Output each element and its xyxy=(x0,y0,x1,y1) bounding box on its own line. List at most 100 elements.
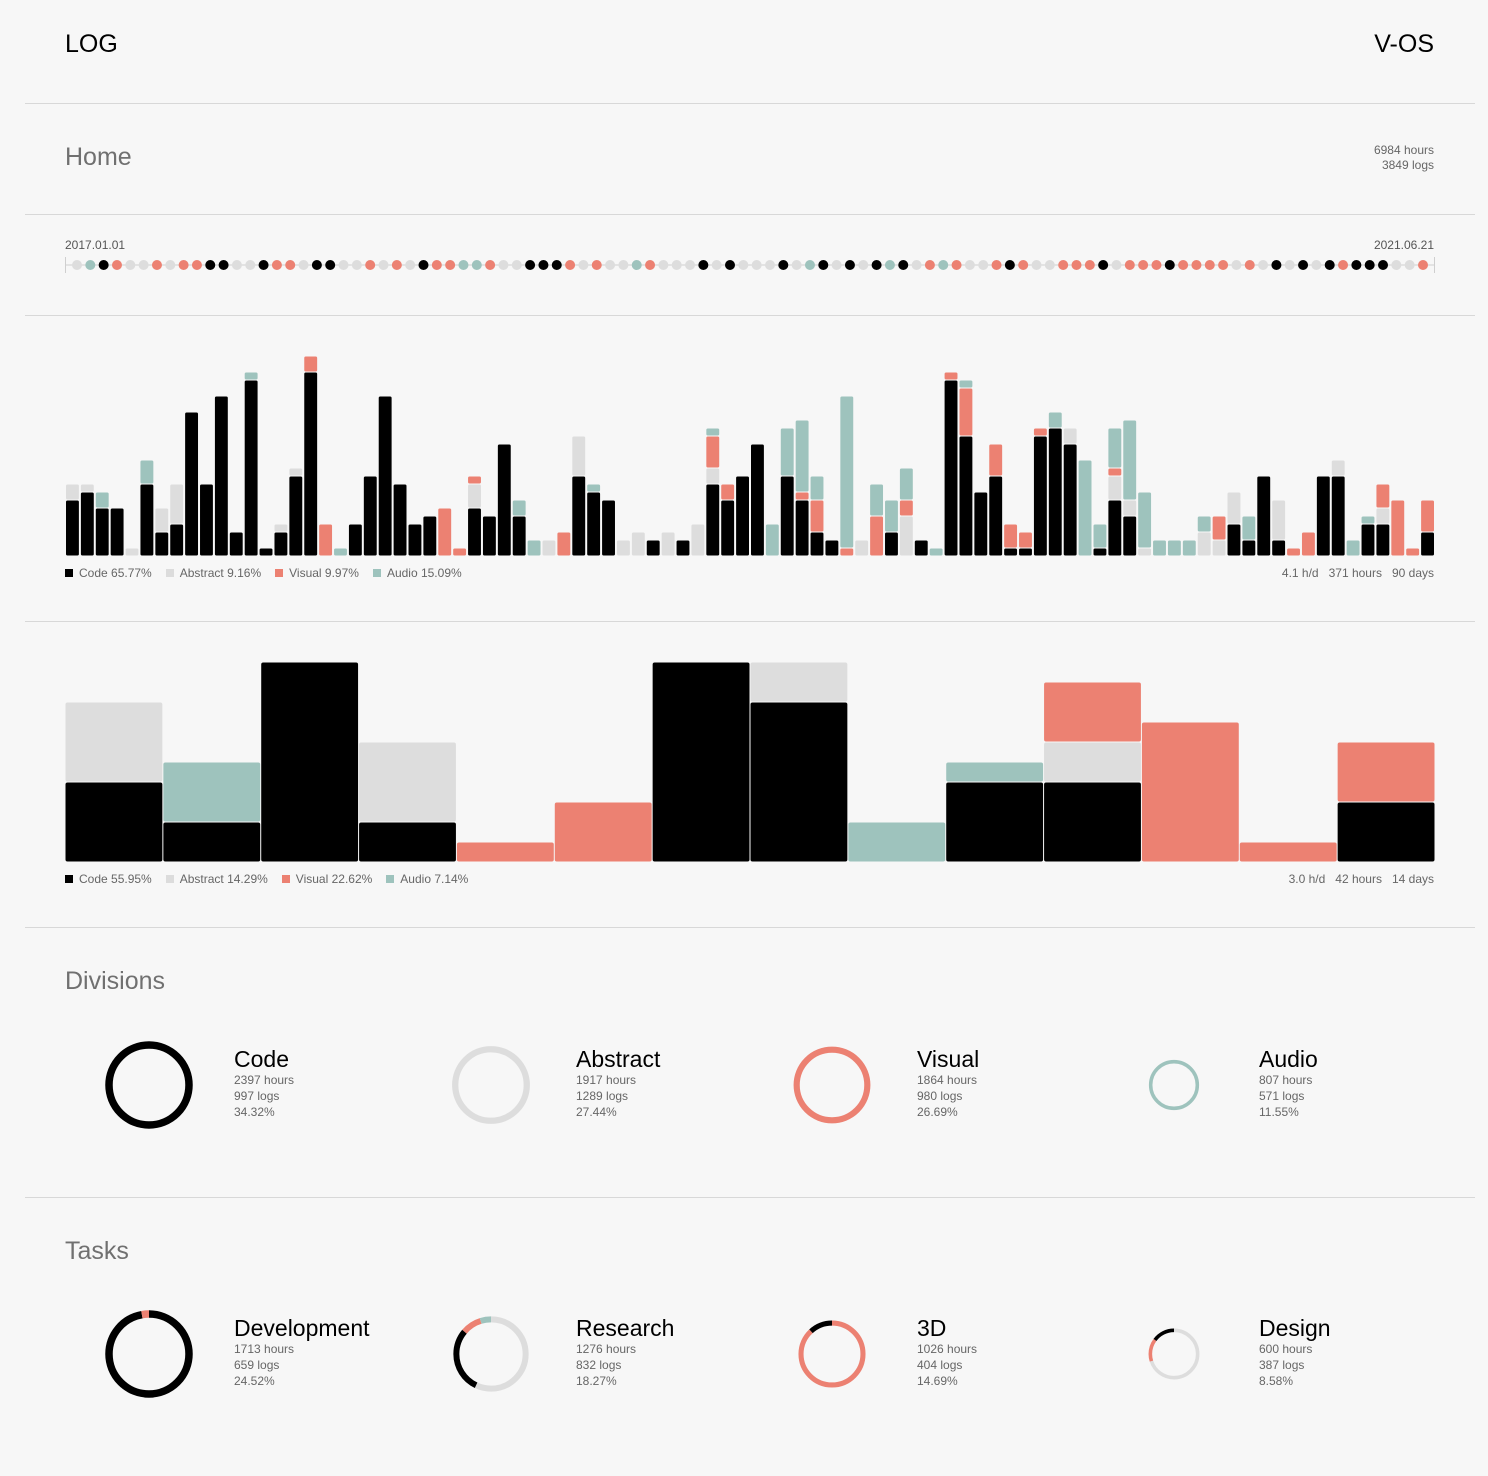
timeline-dot[interactable] xyxy=(151,260,162,270)
ring-chart[interactable] xyxy=(782,1035,882,1135)
timeline-dot[interactable] xyxy=(858,260,869,270)
timeline-dot[interactable] xyxy=(191,260,202,270)
bar-segment-abstract[interactable] xyxy=(289,468,303,476)
bar-segment-code[interactable] xyxy=(676,540,690,556)
timeline-dot[interactable] xyxy=(1298,260,1309,270)
bar-segment-audio[interactable] xyxy=(929,548,943,556)
timeline-dot[interactable] xyxy=(1191,260,1202,270)
timeline-dot[interactable] xyxy=(618,260,629,270)
timeline-dot[interactable] xyxy=(378,260,389,270)
timeline-dot[interactable] xyxy=(1231,260,1242,270)
bar-segment-audio[interactable] xyxy=(885,500,898,532)
timeline-dot[interactable] xyxy=(1258,260,1269,270)
bar-segment-abstract[interactable] xyxy=(691,524,705,556)
timeline-dot[interactable] xyxy=(1271,260,1282,270)
timeline-dot[interactable] xyxy=(1351,260,1362,270)
bar-segment-abstract[interactable] xyxy=(750,662,848,702)
bar-segment-audio[interactable] xyxy=(1048,412,1062,428)
bar-segment-visual[interactable] xyxy=(721,484,735,500)
bar-segment-code[interactable] xyxy=(1376,524,1390,556)
ring-chart[interactable] xyxy=(99,1304,199,1404)
timeline-dot[interactable] xyxy=(605,260,616,270)
timeline-dot[interactable] xyxy=(1418,260,1428,270)
ring-chart[interactable] xyxy=(1124,1035,1224,1135)
timeline-dot[interactable] xyxy=(458,260,469,270)
legend-item-audio[interactable]: Audio 15.09% xyxy=(372,566,462,580)
bar-segment-visual[interactable] xyxy=(1376,484,1390,508)
timeline-dot[interactable] xyxy=(804,260,815,270)
bar-segment-code[interactable] xyxy=(587,492,601,556)
timeline-dot[interactable] xyxy=(725,260,736,270)
timeline-dot[interactable] xyxy=(991,260,1002,270)
bar-segment-visual[interactable] xyxy=(319,524,333,556)
bar-segment-code[interactable] xyxy=(229,532,243,556)
bar-segment-audio[interactable] xyxy=(1108,428,1122,468)
bar-segment-abstract[interactable] xyxy=(468,484,481,508)
bar-segment-code[interactable] xyxy=(393,484,407,556)
timeline-dot[interactable] xyxy=(884,260,895,270)
timeline-dot[interactable] xyxy=(125,260,136,270)
timeline-dot[interactable] xyxy=(1284,260,1295,270)
bar-segment-abstract[interactable] xyxy=(274,524,288,532)
bar-segment-audio[interactable] xyxy=(527,540,541,556)
bar-segment-visual[interactable] xyxy=(1141,722,1239,862)
timeline-dot[interactable] xyxy=(485,260,496,270)
timeline-dot[interactable] xyxy=(631,260,642,270)
timeline-dot[interactable] xyxy=(1151,260,1162,270)
bar-segment-audio[interactable] xyxy=(765,524,779,556)
bar-segment-abstract[interactable] xyxy=(542,540,556,556)
bar-segment-code[interactable] xyxy=(170,524,184,556)
bar-segment-visual[interactable] xyxy=(1033,428,1047,436)
timeline-dot[interactable] xyxy=(1058,260,1069,270)
timeline-dot[interactable] xyxy=(951,260,962,270)
bar-segment-code[interactable] xyxy=(155,532,169,556)
bar-segment-visual[interactable] xyxy=(706,436,720,468)
timeline-dot[interactable] xyxy=(964,260,975,270)
timeline-dot[interactable] xyxy=(1338,260,1349,270)
bar-segment-code[interactable] xyxy=(497,444,511,556)
bar-segment-audio[interactable] xyxy=(140,460,154,484)
bar-segment-audio[interactable] xyxy=(95,492,109,508)
timeline-dot[interactable] xyxy=(218,260,229,270)
bar-segment-code[interactable] xyxy=(1044,782,1141,862)
bar-segment-code[interactable] xyxy=(468,508,481,556)
ring-name[interactable]: Abstract xyxy=(576,1046,661,1072)
bar-segment-code[interactable] xyxy=(1004,548,1018,556)
timeline-dot[interactable] xyxy=(1178,260,1189,270)
timeline-dot[interactable] xyxy=(778,260,789,270)
timeline-dot[interactable] xyxy=(591,260,602,270)
bar-segment-visual[interactable] xyxy=(944,372,958,380)
bar-segment-code[interactable] xyxy=(185,412,199,556)
bar-segment-code[interactable] xyxy=(1227,524,1241,556)
timeline-dot[interactable] xyxy=(165,260,176,270)
bar-segment-visual[interactable] xyxy=(456,842,554,862)
bar-segment-audio[interactable] xyxy=(1078,460,1092,556)
timeline-dot[interactable] xyxy=(178,260,189,270)
timeline-dot[interactable] xyxy=(1018,260,1029,270)
bar-segment-audio[interactable] xyxy=(244,372,258,380)
bar-segment-code[interactable] xyxy=(1108,500,1122,556)
bar-segment-code[interactable] xyxy=(95,508,109,556)
bar-segment-code[interactable] xyxy=(274,532,288,556)
brand-title[interactable]: V-OS xyxy=(1374,30,1434,58)
timeline-dot[interactable] xyxy=(1031,260,1042,270)
bar-segment-code[interactable] xyxy=(602,500,615,556)
bar-segment-code[interactable] xyxy=(825,540,839,556)
bar-segment-abstract[interactable] xyxy=(1197,532,1211,556)
bar-segment-code[interactable] xyxy=(66,500,79,556)
timeline-dot[interactable] xyxy=(658,260,669,270)
bar-segment-abstract[interactable] xyxy=(1063,428,1077,444)
bar-segment-code[interactable] xyxy=(1123,516,1137,556)
bar-segment-abstract[interactable] xyxy=(899,516,913,556)
timeline-dot[interactable] xyxy=(1084,260,1095,270)
bar-segment-abstract[interactable] xyxy=(155,508,169,532)
ring-name[interactable]: Code xyxy=(234,1046,289,1072)
timeline-dot[interactable] xyxy=(1071,260,1082,270)
bar-segment-code[interactable] xyxy=(721,500,735,556)
timeline-dot[interactable] xyxy=(1098,260,1109,270)
bar-segment-audio[interactable] xyxy=(870,484,884,516)
ring-chart[interactable] xyxy=(441,1304,541,1404)
bar-segment-code[interactable] xyxy=(751,444,764,556)
timeline-dot[interactable] xyxy=(671,260,682,270)
bar-segment-audio[interactable] xyxy=(1361,516,1375,524)
